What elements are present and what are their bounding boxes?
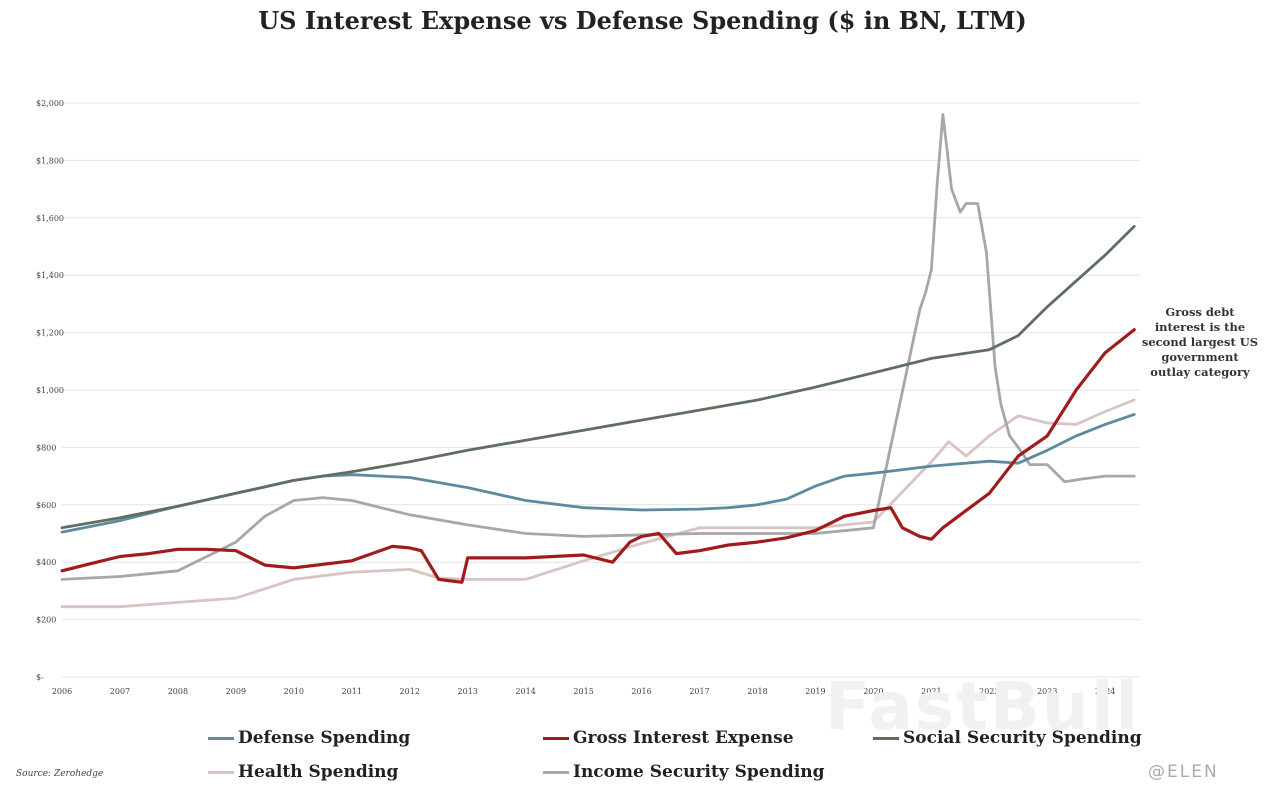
x-tick-label: 2012 <box>400 687 420 696</box>
legend-item-social-security: Social Security Spending <box>873 728 1142 748</box>
legend-label-social-security: Social Security Spending <box>903 728 1142 748</box>
y-tick-label: $1,800 <box>36 156 64 165</box>
y-tick-label: $400 <box>36 558 56 567</box>
x-tick-label: 2008 <box>168 687 188 696</box>
fastbull-watermark: FastBull <box>825 668 1141 745</box>
y-tick-label: $1,400 <box>36 271 64 280</box>
series-line-income-security-spending <box>60 113 1136 581</box>
y-tick-label: $1,000 <box>36 386 64 395</box>
x-tick-label: 2023 <box>1037 687 1057 696</box>
x-tick-label: 2015 <box>573 687 593 696</box>
legend-swatch-defense <box>208 736 234 740</box>
y-tick-label: $200 <box>36 616 56 625</box>
series-line-health-spending <box>60 398 1136 609</box>
legend-swatch-social-security <box>873 736 899 740</box>
x-tick-label: 2009 <box>226 687 246 696</box>
legend-item-defense: Defense Spending <box>208 728 410 748</box>
y-tick-label: $- <box>36 673 44 682</box>
legend-swatch-interest <box>543 736 569 740</box>
x-tick-label: 2014 <box>515 687 535 696</box>
series-line-gross-interest-expense <box>60 328 1136 584</box>
x-tick-label: 2024 <box>1095 687 1115 696</box>
gridlines <box>62 102 1140 678</box>
legend-label-defense: Defense Spending <box>238 728 411 748</box>
legend-item-health: Health Spending <box>208 762 398 782</box>
series-line-social-security-spending <box>60 224 1136 530</box>
x-tick-label: 2020 <box>863 687 883 696</box>
chart-annotation: Gross debt interest is the second larges… <box>1141 305 1259 379</box>
y-tick-label: $2,000 <box>36 99 64 108</box>
y-tick-label: $600 <box>36 501 56 510</box>
x-tick-label: 2011 <box>342 687 362 696</box>
series-lines <box>60 113 1136 609</box>
x-tick-label: 2007 <box>110 687 130 696</box>
x-tick-label: 2016 <box>631 687 651 696</box>
y-tick-label: $1,200 <box>36 329 64 338</box>
series-line-defense-spending <box>60 412 1136 534</box>
x-tick-label: 2013 <box>458 687 478 696</box>
x-tick-label: 2019 <box>805 687 825 696</box>
legend-swatch-income-security <box>543 770 569 774</box>
x-tick-label: 2021 <box>921 687 941 696</box>
legend-label-health: Health Spending <box>238 762 399 782</box>
x-tick-label: 2010 <box>284 687 304 696</box>
axis-labels: $- $200 $400 $600 $800 $1,000 $1,200 $1,400 $1,6… <box>36 99 1115 696</box>
x-tick-label: 2018 <box>747 687 767 696</box>
elen-watermark: @ELEN <box>1148 762 1219 782</box>
legend-item-income-security: Income Security Spending <box>543 762 825 782</box>
chart-title: US Interest Expense vs Defense Spending … <box>258 6 1027 35</box>
y-tick-label: $1,600 <box>36 214 64 223</box>
legend-label-income-security: Income Security Spending <box>573 762 825 782</box>
x-tick-label: 2017 <box>689 687 709 696</box>
y-tick-label: $800 <box>36 443 56 452</box>
legend-label-interest: Gross Interest Expense <box>573 728 794 748</box>
x-tick-label: 2022 <box>979 687 999 696</box>
legend-swatch-health <box>208 770 234 774</box>
x-tick-label: 2006 <box>52 687 72 696</box>
source-note: Source: Zerohedge <box>16 769 104 779</box>
legend-item-interest: Gross Interest Expense <box>543 728 794 748</box>
